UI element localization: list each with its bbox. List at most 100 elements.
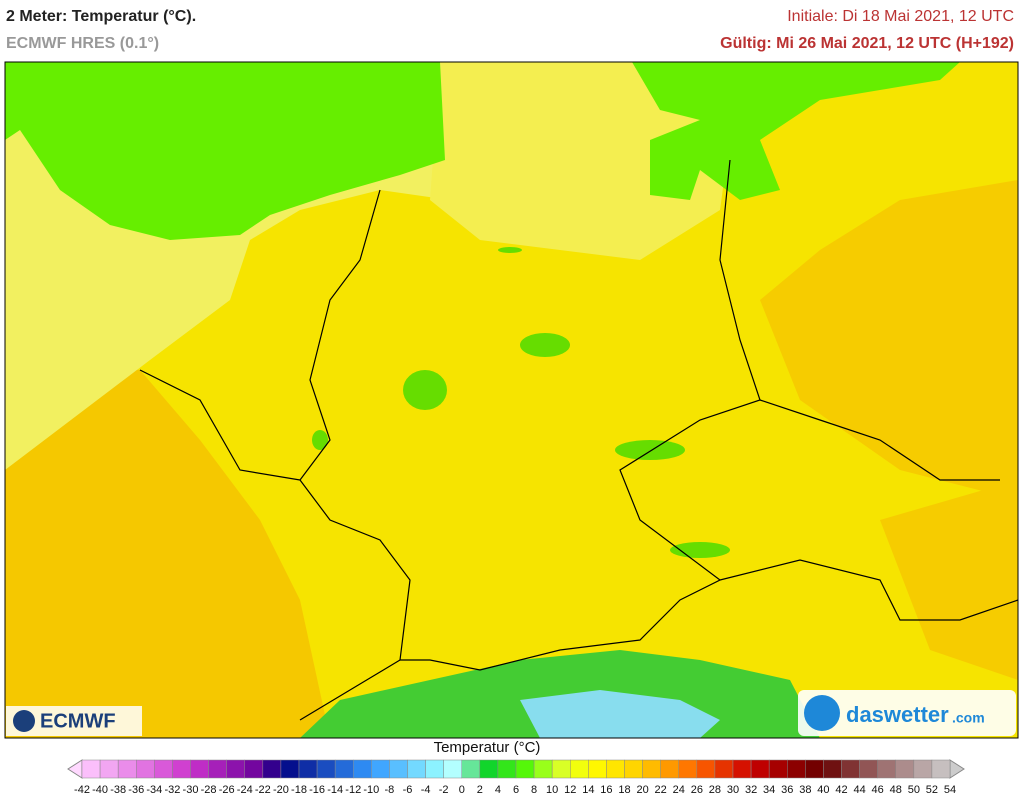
colorbar-swatch <box>768 759 788 779</box>
colorbar-label: 36 <box>781 784 793 796</box>
init-time: Initiale: Di 18 Mai 2021, 12 UTC <box>787 8 1014 25</box>
alps-peaks <box>520 690 720 738</box>
colorbar-swatch <box>805 759 824 779</box>
colorbar-label: 18 <box>618 784 630 796</box>
colorbar-label: 24 <box>673 784 685 796</box>
colorbar-swatch <box>660 759 680 779</box>
colorbar-label: 6 <box>513 784 519 796</box>
colorbar-label: 0 <box>459 784 465 796</box>
colorbar-label: 38 <box>799 784 811 796</box>
colorbar-swatch <box>479 759 499 779</box>
colorbar-label: -18 <box>291 784 307 796</box>
colorbar-swatch <box>533 759 553 779</box>
colorbar-label: 16 <box>600 784 612 796</box>
colorbar-swatch <box>895 759 915 779</box>
colorbar-label: -28 <box>201 784 217 796</box>
colorbar-label: 10 <box>546 784 558 796</box>
colorbar-label: 54 <box>944 784 956 796</box>
colorbar-label: 50 <box>908 784 920 796</box>
colorbar-swatch <box>244 759 264 779</box>
map-frame <box>4 61 1019 739</box>
colorbar-swatch <box>443 759 462 779</box>
colorbar-swatch <box>461 759 481 779</box>
valid-time: Gültig: Mi 26 Mai 2021, 12 UTC (H+192) <box>720 35 1014 52</box>
colorbar-label: -12 <box>345 784 361 796</box>
colorbar-swatch <box>154 759 173 779</box>
borders <box>139 159 1019 721</box>
colorbar-swatch <box>570 759 589 779</box>
colorbar-label: -32 <box>164 784 180 796</box>
colorbar-swatch <box>425 759 444 779</box>
logo-domain: .com <box>952 710 985 726</box>
colorbar-swatch <box>877 759 897 779</box>
colorbar-swatch <box>551 759 571 779</box>
colorbar-label: 48 <box>890 784 902 796</box>
colorbar-swatch <box>389 759 408 779</box>
colorbar-label: 30 <box>727 784 739 796</box>
colorbar-swatch <box>859 759 878 779</box>
colorbar-label: -30 <box>183 784 199 796</box>
colorbar-label: 42 <box>835 784 847 796</box>
highland-patches <box>312 247 730 558</box>
warm-region <box>880 480 1018 680</box>
colorbar-label: -10 <box>363 784 379 796</box>
colorbar-label: -6 <box>403 784 413 796</box>
colorbar-swatch <box>298 759 318 779</box>
colorbar-label: 32 <box>745 784 757 796</box>
north-sea <box>5 62 445 240</box>
colorbar-label: -40 <box>92 784 108 796</box>
colorbar-label: -24 <box>237 784 253 796</box>
logo-icon <box>13 710 35 732</box>
colorbar-swatch <box>172 759 191 779</box>
colorbar-arrow <box>67 759 83 779</box>
map-title: 2 Meter: Temperatur (°C). <box>6 8 197 25</box>
colorbar-label: -38 <box>110 784 126 796</box>
colorbar-swatch <box>787 759 806 779</box>
colorbar-swatch <box>588 759 607 779</box>
colorbar-label: -4 <box>421 784 431 796</box>
colorbar-label: 14 <box>582 784 594 796</box>
ecmwf-logo: ECMWF <box>6 706 142 736</box>
model-name: ECMWF HRES (0.1°) <box>6 35 160 52</box>
colorbar-swatch <box>316 759 336 779</box>
colorbar-label: -34 <box>146 784 162 796</box>
colorbar-swatch <box>913 759 933 779</box>
cool-north <box>430 62 740 260</box>
colorbar-label: 46 <box>872 784 884 796</box>
logo-icon <box>804 695 840 731</box>
colorbar-label: -26 <box>219 784 235 796</box>
colorbar-swatch <box>515 759 535 779</box>
logo-text: daswetter <box>846 702 949 727</box>
colorbar-arrow <box>949 759 965 779</box>
warm-region <box>5 360 330 738</box>
colorbar-label: 52 <box>926 784 938 796</box>
colorbar-label: -42 <box>74 784 90 796</box>
colorbar-label: -20 <box>273 784 289 796</box>
colorbar-swatch <box>280 759 300 779</box>
logo-box <box>798 690 1016 736</box>
colorbar-swatch <box>208 759 227 779</box>
colorbar-label: 44 <box>853 784 865 796</box>
colorbar-swatch <box>99 759 119 779</box>
colorbar-swatch <box>136 759 155 779</box>
colorbar-label: 2 <box>477 784 483 796</box>
logo-text: ECMWF <box>40 710 116 732</box>
colorbar-swatch <box>606 759 625 779</box>
colorbar-swatch <box>371 759 390 779</box>
colorbar-swatch <box>262 759 282 779</box>
colorbar-swatch <box>750 759 770 779</box>
colorbar-swatch <box>841 759 860 779</box>
colorbar-label: -2 <box>439 784 449 796</box>
colorbar-label: 4 <box>495 784 501 796</box>
colorbar-label: 12 <box>564 784 576 796</box>
colorbar-swatch <box>696 759 716 779</box>
colorbar-label: 8 <box>531 784 537 796</box>
colorbar-swatch <box>732 759 752 779</box>
colorbar-label: -14 <box>327 784 343 796</box>
colorbar-swatch <box>931 759 951 779</box>
colorbar-swatch <box>678 759 698 779</box>
warm-region <box>760 180 1018 500</box>
colorbar-swatch <box>624 759 643 779</box>
colorbar-swatch <box>407 759 426 779</box>
colorbar-label: 34 <box>763 784 775 796</box>
